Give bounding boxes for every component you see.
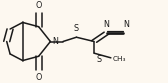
Text: N: N xyxy=(123,20,129,29)
Text: CH₃: CH₃ xyxy=(113,56,126,62)
Text: N: N xyxy=(52,37,58,46)
Text: O: O xyxy=(35,73,42,82)
Text: O: O xyxy=(35,1,42,10)
Text: S: S xyxy=(73,24,78,33)
Text: S: S xyxy=(96,55,101,64)
Text: N: N xyxy=(103,20,109,29)
